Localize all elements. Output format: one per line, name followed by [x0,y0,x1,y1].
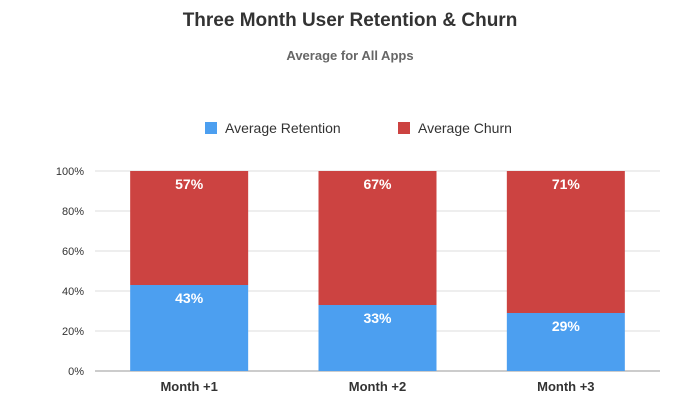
chart-title: Three Month User Retention & Churn [182,10,518,31]
retention-value-label: 29% [552,318,581,334]
retention-bar [506,313,625,371]
chart-subtitle: Average for All Apps [286,48,414,63]
legend-swatch-retention [205,122,217,134]
legend-label-retention: Average Retention [225,120,341,136]
x-tick-label: Month +2 [349,379,406,394]
churn-bar [318,171,437,305]
legend-item-churn: Average Churn [398,120,512,136]
churn-value-label: 67% [363,176,392,192]
legend-swatch-churn [398,122,410,134]
retention-value-label: 43% [175,290,204,306]
y-tick-label: 40% [62,286,84,298]
churn-value-label: 57% [175,176,204,192]
retention-bar [318,305,437,371]
churn-bar [130,171,249,285]
y-tick-label: 60% [62,246,84,258]
legend-label-churn: Average Churn [418,120,512,136]
legend-item-retention: Average Retention [205,120,341,136]
x-tick-label: Month +3 [537,379,594,394]
y-tick-label: 80% [62,206,84,218]
retention-value-label: 33% [363,310,392,326]
y-tick-label: 20% [62,326,84,338]
retention-bar [130,285,249,371]
y-tick-label: 0% [68,366,84,378]
chart-legend: Average Retention Average Churn [0,120,700,140]
churn-value-label: 71% [552,176,581,192]
x-tick-label: Month +1 [160,379,217,394]
y-tick-label: 100% [56,166,84,178]
churn-bar [506,171,625,313]
